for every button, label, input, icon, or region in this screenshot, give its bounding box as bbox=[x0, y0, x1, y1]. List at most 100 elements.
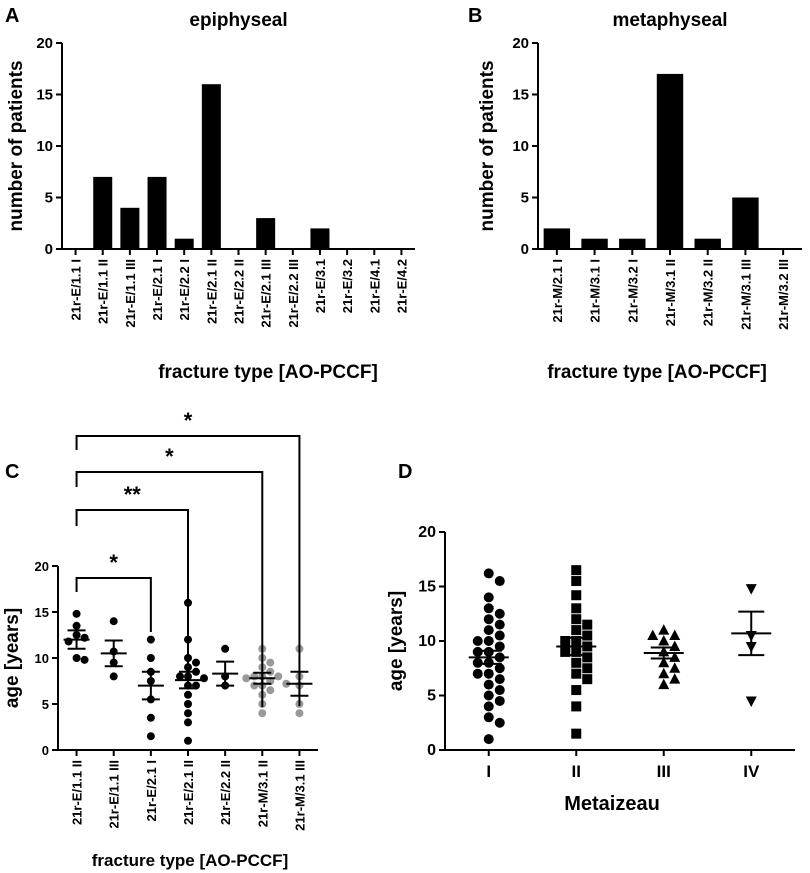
panel-c-y-tick-label: 0 bbox=[42, 743, 49, 758]
panel-d-point bbox=[472, 657, 483, 668]
panel-d-point bbox=[494, 608, 505, 619]
panel-a-x-tick-label: 21r-E/4.1 bbox=[367, 259, 382, 313]
panel-label-a: A bbox=[5, 5, 19, 27]
panel-b-y-tick-label: 20 bbox=[512, 35, 529, 52]
panel-a-x-tick-label: 21r-E/2.1 II bbox=[204, 259, 219, 324]
panel-d-point bbox=[494, 717, 505, 728]
panel-d-point bbox=[483, 568, 494, 579]
panel-d-point bbox=[658, 624, 670, 635]
panel-c-point bbox=[282, 679, 291, 688]
panel-c-point bbox=[72, 621, 81, 630]
panel-d-point bbox=[472, 646, 483, 657]
panel-d-point bbox=[571, 685, 582, 696]
panel-c-point bbox=[184, 718, 192, 727]
panel-d-point bbox=[571, 603, 582, 614]
panel-d-point bbox=[669, 640, 681, 651]
panel-b-y-tick-label: 10 bbox=[512, 138, 529, 155]
panel-a-y-tick-label: 0 bbox=[45, 241, 53, 258]
panel-a-x-tick-label: 21r-E/1.1 I bbox=[69, 259, 84, 320]
panel-a-title: epiphyseal bbox=[189, 10, 287, 31]
panel-c-point bbox=[146, 635, 155, 644]
panel-c-x-tick-label: 21r-E/1.1 III bbox=[107, 760, 122, 829]
panel-a-x-tick-label: 21r-E/2.2 II bbox=[232, 259, 247, 324]
panel-b-x-tick-label: 21r-M/3.1 II bbox=[663, 259, 678, 326]
panel-a-x-tick-label: 21r-E/2.2 III bbox=[286, 259, 301, 328]
panel-d-point bbox=[560, 636, 571, 646]
panel-d-point bbox=[571, 668, 582, 679]
panel-d-point bbox=[669, 629, 681, 641]
panel-d-point bbox=[669, 673, 681, 684]
panel-a-bar bbox=[174, 238, 194, 249]
panel-d-point bbox=[745, 696, 757, 707]
panel-d-point bbox=[658, 656, 670, 668]
panel-c-significance-label: * bbox=[184, 408, 193, 433]
panel-d-x-tick-label: I bbox=[486, 762, 491, 781]
panel-c-point bbox=[266, 658, 275, 667]
panel-c-x-tick-label: 21r-E/2.2 II bbox=[218, 760, 233, 825]
panel-d-point bbox=[658, 678, 670, 690]
panel-d-point bbox=[560, 646, 571, 657]
panel-a-bar bbox=[120, 207, 140, 249]
panel-d-point bbox=[571, 728, 582, 739]
panel-c-significance-bracket bbox=[75, 577, 152, 632]
panel-b-chart: metaphyseal 0 5 10 15 20 21r-M/2.1 I 21r-M/3.1 … bbox=[477, 10, 802, 383]
panel-d-point bbox=[494, 630, 505, 641]
panel-a-x-tick-label: 21r-E/4.2 bbox=[394, 259, 409, 313]
panel-d-y-label: age [years] bbox=[386, 591, 407, 691]
panel-d-point bbox=[483, 625, 494, 636]
panel-a-x-tick-label: 21r-E/3.2 bbox=[340, 259, 355, 313]
panel-a-bar bbox=[147, 176, 167, 249]
panel-d-point bbox=[472, 636, 483, 646]
panel-c-point bbox=[184, 736, 192, 745]
panel-b-x-tick-label: 21r-M/3.1 III bbox=[738, 259, 753, 330]
panel-d-point bbox=[582, 630, 593, 641]
panel-c-significance-bracket bbox=[75, 471, 264, 707]
panel-a-y-label: number of patients bbox=[6, 60, 27, 231]
panel-c-significance-bracket bbox=[75, 509, 189, 680]
panel-d-point bbox=[483, 592, 494, 603]
panel-d-point bbox=[571, 614, 582, 625]
panel-a-x-tick-label: 21r-E/1.1 III bbox=[123, 259, 138, 328]
panel-c-significance-label: * bbox=[109, 550, 118, 575]
panel-b-title: metaphyseal bbox=[612, 10, 727, 31]
panel-d-y-tick-label: 10 bbox=[418, 633, 436, 650]
panel-d-point bbox=[494, 619, 505, 630]
panel-a-bar bbox=[93, 176, 113, 249]
panel-a-bar bbox=[310, 228, 330, 249]
panel-c-point bbox=[176, 672, 184, 681]
panel-d-point bbox=[571, 701, 582, 712]
panel-d-point bbox=[483, 636, 494, 646]
panel-a-x-tick-label: 21r-E/2.2 I bbox=[177, 259, 192, 320]
panel-c-x-tick-label: 21r-M/3.1 III bbox=[292, 760, 307, 831]
panel-c-x-tick-label: 21r-E/2.1 II bbox=[181, 760, 196, 825]
panel-b-bar bbox=[543, 228, 571, 249]
panel-d-point bbox=[582, 674, 593, 685]
panel-b-bar bbox=[694, 238, 721, 249]
panel-a-x-tick-label: 21r-E/3.1 bbox=[313, 259, 328, 313]
panel-d-point bbox=[571, 657, 582, 668]
panel-d-y-tick-label: 20 bbox=[418, 524, 436, 541]
panel-c-point bbox=[192, 658, 200, 667]
panel-b-x-tick-label: 21r-M/3.2 I bbox=[625, 259, 640, 323]
panel-c-point bbox=[109, 672, 118, 681]
panel-d-point bbox=[494, 695, 505, 706]
panel-d-point bbox=[483, 679, 494, 690]
panel-a-chart: epiphyseal 0 5 10 15 20 21r-E/1.1 I 21r-E/1.1 I… bbox=[6, 10, 415, 383]
panel-d-point bbox=[745, 584, 757, 595]
panel-c-y-label: age [years] bbox=[2, 608, 23, 708]
panel-d-point bbox=[571, 625, 582, 636]
panel-c-point bbox=[184, 690, 192, 699]
panel-a-y-tick-label: 10 bbox=[36, 138, 53, 155]
panel-d-y-tick-label: 15 bbox=[418, 579, 436, 596]
panel-d-x-tick-label: III bbox=[657, 762, 671, 781]
panel-c-point bbox=[146, 713, 155, 722]
panel-c-point bbox=[72, 609, 81, 618]
panel-b-bar bbox=[619, 238, 646, 249]
panel-d-point bbox=[494, 685, 505, 696]
panel-c-y-tick-label: 20 bbox=[35, 559, 49, 574]
panel-b-bar bbox=[732, 197, 759, 249]
panel-c-point bbox=[200, 674, 208, 683]
panel-d-point bbox=[494, 663, 505, 674]
